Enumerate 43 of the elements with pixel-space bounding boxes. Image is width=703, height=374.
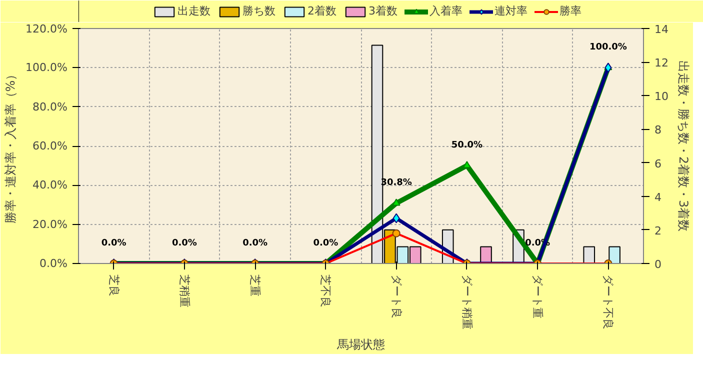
legend-label: 勝率 — [560, 4, 582, 18]
data-label: 50.0% — [451, 140, 483, 151]
x-tick-label: 芝重 — [248, 274, 262, 296]
y2-tick-label: 12 — [654, 56, 668, 70]
y2-axis-title: 出走数・勝ち数・2着数・3着数 — [676, 60, 690, 232]
y2-tick-label: 8 — [654, 124, 662, 137]
y2-tick-label: 4 — [654, 190, 662, 204]
y2-tick-label: 6 — [654, 157, 662, 170]
y-tick-label: 0.0% — [40, 257, 68, 270]
x-axis-title: 馬場状態 — [336, 338, 385, 352]
y-tick-label: 100.0% — [26, 61, 68, 74]
legend-label: 連対率 — [494, 4, 528, 18]
y2-tick-label: 14 — [654, 23, 668, 36]
x-tick-label: ダート不良 — [602, 274, 615, 330]
data-label: 0.0% — [313, 238, 338, 248]
x-tick-label: 芝良 — [107, 274, 120, 296]
legend-label: 勝ち数 — [242, 4, 276, 18]
legend-label: 入着率 — [430, 4, 462, 18]
x-tick-label: 芝稍重 — [178, 274, 191, 308]
legend-label: 3着数 — [368, 4, 398, 18]
y-tick-label: 60.0% — [32, 140, 68, 152]
y2-tick-label: 0 — [654, 258, 662, 271]
x-tick-label: ダート重 — [531, 274, 544, 318]
legend-label: 出走数 — [178, 4, 210, 18]
x-tick-label: 芝不良 — [319, 274, 332, 308]
y-axis-title: 勝率・連対率・入着率（%） — [4, 68, 18, 224]
y2-tick-label: 10 — [654, 90, 668, 104]
bar — [608, 246, 620, 264]
x-tick-label: ダート稍重 — [460, 274, 474, 330]
data-label: 0.0% — [242, 238, 268, 248]
y-tick-label: 120.0% — [26, 22, 68, 36]
data-label: 0.0% — [101, 238, 126, 248]
point — [604, 62, 612, 73]
data-label: 100.0% — [589, 42, 627, 53]
legend-label: 2着数 — [308, 4, 336, 18]
x-tick-label: ダート良 — [390, 274, 403, 318]
bar — [583, 246, 596, 264]
y-tick-label: 40.0% — [32, 178, 68, 192]
y-tick-label: 20.0% — [32, 218, 68, 231]
y2-tick-label: 2 — [654, 224, 662, 238]
data-label: 0.0% — [172, 238, 197, 248]
bar — [480, 246, 492, 264]
y-tick-label: 80.0% — [32, 100, 68, 114]
